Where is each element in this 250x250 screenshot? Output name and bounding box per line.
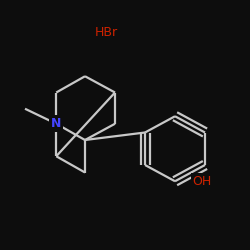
Text: HBr: HBr xyxy=(95,26,118,39)
Text: N: N xyxy=(51,117,62,130)
Text: OH: OH xyxy=(192,175,212,188)
